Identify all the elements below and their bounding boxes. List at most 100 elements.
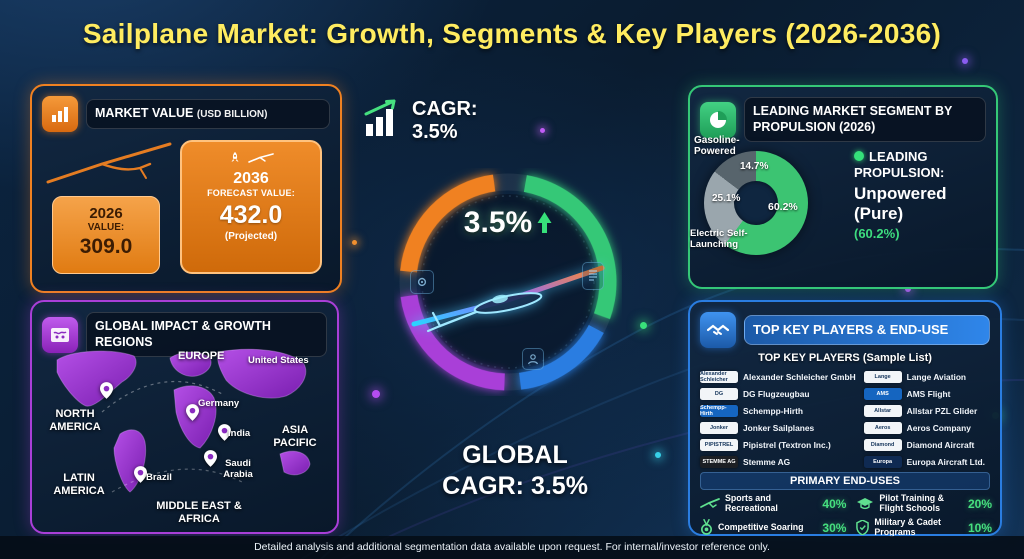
map-pin-brazil [134,466,147,483]
glider-icon [700,497,720,508]
list-item: Schempp-Hirth Schempp-Hirth [700,404,804,417]
company-logo: Alexander Schleicher [700,370,738,383]
market-value-header: MARKET VALUE (USD BILLION) [86,99,330,129]
company-logo: Lange [863,370,902,383]
growth-chart-icon [364,99,396,136]
bokeh-dot [962,58,968,64]
players-subtitle: TOP KEY PLAYERS (Sample List) [758,352,932,364]
bokeh-dot [640,322,647,329]
market-value-unit: (USD BILLION) [196,109,268,121]
center-ring-chart: 3.5% [394,168,622,396]
list-item: Aeros Aeros Company [863,419,992,436]
company-logo: STEMME AG [700,455,738,468]
regions-header: GLOBAL IMPACT & GROWTH REGIONS [86,312,327,358]
list-item: Lange Lange Aviation [863,368,992,385]
players-column-2: Lange Lange Aviation AMS AMS Flight Allsta… [863,368,992,470]
green-bullet-icon [854,151,864,161]
world-map: EUROPE United States NORTH AMERICA Germa… [42,342,325,525]
leading-percent: (60.2%) [854,226,900,242]
gasoline-label: Gasoline-Powered [694,135,740,157]
company-logo: AMS [863,387,902,400]
global-cagr-callout: GLOBAL CAGR: 3.5% [400,440,630,501]
company-logo: Allstar [863,404,902,417]
region-label-north-america: NORTH AMERICA [49,408,101,433]
cagr-label: CAGR: [412,98,478,120]
medal-icon [701,519,712,535]
list-item: DG DG Flugzeugbau [700,385,856,402]
region-label-europe: EUROPE [178,350,225,362]
electric-percent: 25.1% [712,193,741,204]
value-2026-number: 309.0 [79,235,133,258]
glider-line-icon [46,142,172,184]
list-item: Diamond Diamond Aircraft [863,436,992,453]
footer-disclaimer: Detailed analysis and additional segment… [0,536,1024,559]
global-cagr-line1: GLOBAL [462,441,568,469]
mini-glider-icon [248,152,274,163]
regions-panel: GLOBAL IMPACT & GROWTH REGIONS [30,300,339,534]
market-value-title: MARKET VALUE [95,106,194,121]
region-label-latin-america: LATIN AMERICA [53,472,105,497]
region-label-middle-east-africa: MIDDLE EAST & AFRICA [156,500,242,525]
map-pin-germany [186,404,199,421]
forecast-2036-card: 2036 FORECAST VALUE: 432.0 (Projected) [180,140,322,274]
list-item: Jonker Jonker Sailplanes [700,419,856,436]
end-use-military: Military & Cadet Programs 10% [856,517,992,538]
forecast-number: 432.0 [219,201,283,229]
region-label-saudi-arabia: Saudi Arabia [223,458,253,480]
region-label-united-states: United States [248,355,309,366]
bar-chart-icon [42,96,78,132]
bokeh-dot [655,452,661,458]
donut-hole [734,181,778,225]
pilot-icon [522,348,544,370]
graduation-cap-icon [857,498,874,510]
document-icon [582,262,604,290]
shield-icon [856,520,870,536]
bokeh-dot [540,128,545,133]
world-map-icon [42,316,78,353]
electric-label: Electric Self-Launching [690,228,748,250]
end-use-competitive-soaring: Competitive Soaring 30% [700,518,846,538]
region-label-brazil: Brazil [146,472,172,483]
company-logo: DG [700,387,738,400]
key-players-panel: TOP KEY PLAYERS & END-USE TOP KEY PLAYER… [688,300,1002,536]
leading-propulsion-block: LEADING PROPULSION: Unpowered (Pure) (60… [854,149,986,241]
market-value-panel: MARKET VALUE (USD BILLION) 2026 VALUE: 3… [30,84,342,293]
year-2036: 2036 [233,170,269,187]
bokeh-dot [352,240,357,245]
cagr-callout: CAGR: 3.5% [360,98,478,144]
company-logo: Aeros [863,421,902,434]
map-pin-united-states [100,382,113,399]
company-logo: PIPISTREL [700,438,738,451]
propulsion-segment-panel: LEADING MARKET SEGMENT BY PROPULSION (20… [688,85,998,289]
leading-title: LEADING PROPULSION: [854,149,945,180]
company-logo: Europa [863,455,902,468]
bokeh-dot [372,390,380,398]
continents [56,348,311,493]
year-2026: 2026 [89,205,123,222]
leading-name: Unpowered (Pure) [854,184,947,223]
camera-icon [410,270,434,294]
pie-chart-icon [700,101,736,138]
region-label-asia-pacific: ASIA PACIFIC [273,424,317,449]
forecast-note: (Projected) [224,231,278,242]
cagr-value: 3.5% [412,121,458,143]
company-logo: Schempp-Hirth [700,404,738,417]
region-label-germany: Germany [198,398,240,409]
list-item: AMS AMS Flight [863,385,992,402]
region-label-india: India [228,428,251,439]
rocket-icon [231,151,239,162]
players-header: TOP KEY PLAYERS & END-USE [744,314,990,346]
page-title: Sailplane Market: Growth, Segments & Key… [82,18,942,49]
ring-segments [399,173,617,391]
end-use-pilot-training: Pilot Training & Flight Schools 20% [856,493,992,514]
global-cagr-line2: CAGR: 3.5% [442,471,588,500]
center-cagr-value: 3.5% [463,206,533,239]
company-logo: Jonker [700,421,738,434]
up-arrow-icon [537,212,552,233]
map-pin-saudi-arabia [204,450,217,467]
gasoline-percent: 14.7% [740,161,769,172]
map-pin-india [218,424,231,441]
company-logo: Diamond [863,438,902,451]
list-item: PIPISTREL Pipistrel (Textron Inc.) [700,436,856,453]
